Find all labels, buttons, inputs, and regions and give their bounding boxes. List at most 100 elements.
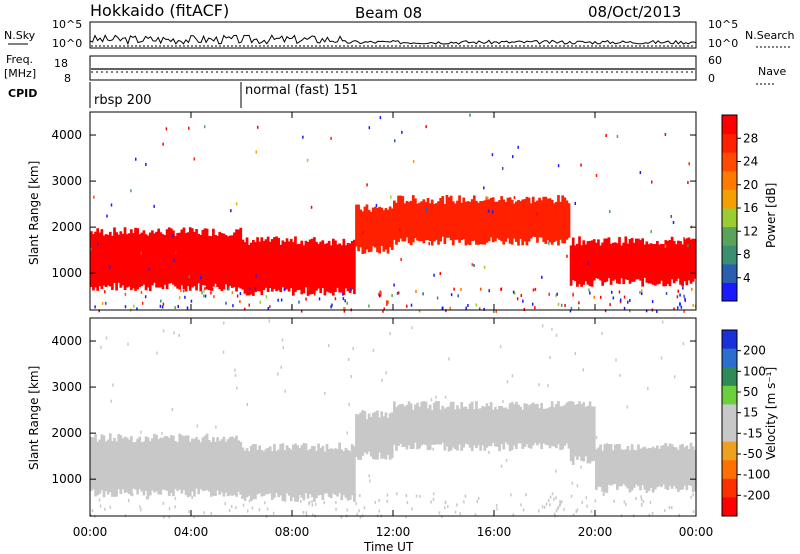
echo-point xyxy=(687,244,689,248)
heatmap-band-cell xyxy=(647,447,651,491)
heatmap-band-cell xyxy=(426,198,430,241)
heatmap-band-cell xyxy=(197,439,201,495)
heatmap-band-cell xyxy=(361,410,365,456)
heatmap-band-cell xyxy=(106,234,110,286)
echo-point xyxy=(241,495,243,499)
echo-point xyxy=(616,134,619,138)
heatmap-band-cell xyxy=(584,244,588,282)
heatmap-band-cell xyxy=(542,408,546,444)
heatmap-band-cell xyxy=(420,401,424,446)
echo-point xyxy=(145,496,148,500)
echo-point xyxy=(335,507,337,511)
heatmap-band-cell xyxy=(357,204,360,252)
heatmap-band-cell xyxy=(224,441,228,493)
echo-point xyxy=(378,498,380,502)
echo-point xyxy=(684,297,686,301)
heatmap-band-cell xyxy=(306,450,310,499)
heatmap-band-cell xyxy=(506,197,510,239)
heatmap-band-cell xyxy=(386,418,390,455)
heatmap-band-cell xyxy=(546,198,550,241)
echo-point xyxy=(559,500,561,504)
echo-point xyxy=(378,509,381,513)
heatmap-band-cell xyxy=(342,238,346,296)
echo-point xyxy=(104,484,107,488)
heatmap-band-cell xyxy=(550,199,554,245)
heatmap-band-cell xyxy=(245,448,249,498)
echo-point xyxy=(574,352,576,356)
heatmap-band-cell xyxy=(342,451,346,496)
heatmap-band-cell xyxy=(108,433,112,493)
heatmap-band-cell xyxy=(445,194,449,238)
heatmap-band-cell xyxy=(386,209,390,254)
echo-point xyxy=(619,298,622,302)
echo-point xyxy=(469,113,471,117)
heatmap-band-cell xyxy=(283,450,287,502)
echo-point xyxy=(235,202,238,206)
heatmap-band-cell xyxy=(163,435,167,491)
echo-point xyxy=(465,306,467,310)
echo-point xyxy=(446,505,449,509)
heatmap-band-cell xyxy=(634,450,638,485)
x-tick-label: 00:00 xyxy=(73,525,108,539)
heatmap-band-cell xyxy=(191,228,194,288)
echo-point xyxy=(379,290,382,294)
echo-point xyxy=(140,290,143,294)
echo-point xyxy=(615,358,617,362)
echo-point xyxy=(343,307,346,311)
heatmap-band-cell xyxy=(195,436,198,489)
heatmap-band-cell xyxy=(595,242,598,279)
echo-point xyxy=(280,298,283,302)
heatmap-band-cell xyxy=(247,451,251,496)
echo-point xyxy=(368,474,371,478)
heatmap-band-cell xyxy=(590,240,594,287)
echo-point xyxy=(141,301,144,305)
echo-point xyxy=(534,306,536,310)
heatmap-band-cell xyxy=(241,239,245,290)
echo-point xyxy=(476,500,479,504)
heatmap-band-cell xyxy=(376,207,379,253)
heatmap-band-cell xyxy=(121,438,125,490)
heatmap-band-cell xyxy=(123,436,127,493)
heatmap-band-cell xyxy=(601,450,605,492)
heatmap-band-cell xyxy=(313,446,316,502)
echo-point xyxy=(548,241,550,245)
echo-point xyxy=(443,506,446,510)
heatmap-band-cell xyxy=(228,437,232,494)
echo-point xyxy=(679,293,681,297)
echo-point xyxy=(180,289,182,293)
echo-point xyxy=(444,395,447,399)
heatmap-band-cell xyxy=(542,196,546,243)
heatmap-band-cell xyxy=(117,434,121,490)
echo-point xyxy=(104,290,106,294)
heatmap-band-cell xyxy=(487,405,491,446)
heatmap-band-cell xyxy=(506,409,510,445)
heatmap-band-cell xyxy=(125,437,129,493)
heatmap-band-cell xyxy=(664,240,668,287)
echo-point xyxy=(678,513,680,517)
echo-point xyxy=(182,289,185,293)
echo-point xyxy=(130,189,132,193)
echo-point xyxy=(173,258,175,262)
heatmap-band-cell xyxy=(685,445,689,491)
heatmap-band-cell xyxy=(451,401,455,448)
heatmap-band-cell xyxy=(161,234,165,290)
heatmap-band-cell xyxy=(374,411,377,460)
heatmap-band-cell xyxy=(245,237,249,296)
echo-point xyxy=(165,127,168,131)
heatmap-band-cell xyxy=(519,406,522,444)
cpid-mode-normal: normal (fast) 151 xyxy=(245,83,358,98)
echo-point xyxy=(428,242,430,246)
echo-point xyxy=(172,234,174,238)
heatmap-band-cell xyxy=(607,444,611,485)
echo-point xyxy=(479,287,482,291)
echo-point xyxy=(572,513,575,517)
heatmap-band-cell xyxy=(409,403,413,450)
echo-point xyxy=(549,495,552,499)
heatmap-band-cell xyxy=(477,202,480,245)
echo-point xyxy=(174,251,177,255)
echo-point xyxy=(334,297,337,301)
echo-point xyxy=(210,291,212,295)
noise-right-tick-bottom: 10^0 xyxy=(708,37,738,50)
heatmap-band-cell xyxy=(247,244,251,296)
echo-point xyxy=(439,272,442,276)
